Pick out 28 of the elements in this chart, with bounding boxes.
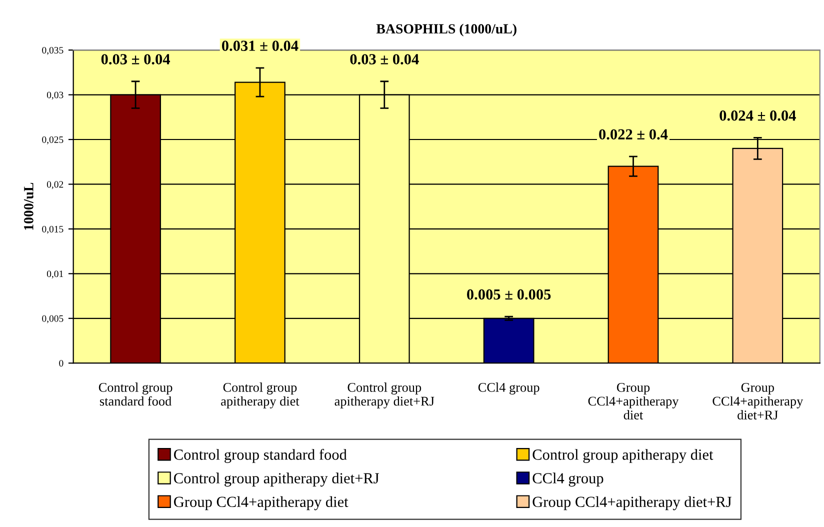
data-label: 0.005 ± 0.005: [467, 289, 551, 300]
y-tick-label: 0,03: [46, 92, 64, 100]
data-label: 0.031 ± 0.04: [222, 40, 298, 52]
legend-label: Group CCl4+apitherapy diet+RJ: [532, 496, 732, 510]
y-tick-label: 0,02: [46, 181, 64, 190]
x-tick-label: Control group apitherapy diet: [221, 382, 300, 408]
y-axis-title: 1000/uL: [24, 182, 34, 230]
data-label: 0.03 ± 0.04: [101, 54, 170, 64]
legend-label: Control group standard food: [174, 448, 347, 463]
data-label: 0.024 ± 0.04: [720, 110, 796, 121]
y-tick-label: 0,005: [42, 315, 64, 324]
y-tick-label: 0: [59, 360, 64, 367]
x-tick-label: Control group standard food: [98, 382, 172, 406]
data-label: 0.022 ± 0.4: [599, 129, 668, 140]
y-tick-label: 0,035: [42, 46, 64, 55]
y-tick-label: 0,015: [42, 226, 64, 234]
legend-label: CCl4 group: [532, 472, 604, 487]
x-tick-label: Group CCl4+apitherapy diet+RJ: [712, 382, 804, 420]
y-tick-label: 0,01: [46, 270, 64, 279]
data-label: 0.03 ± 0.04: [350, 54, 419, 64]
y-tick-label: 0,025: [42, 136, 64, 144]
chart-title: BASOPHILS (1000/uL): [376, 24, 516, 36]
x-tick-label: Group CCl4+apitherapy diet: [588, 382, 679, 420]
x-tick-label: CCl4 group: [478, 382, 540, 395]
x-tick-label: Control group apitherapy diet+RJ: [334, 382, 434, 408]
legend-label: Group CCl4+apitherapy diet: [174, 496, 348, 510]
legend-label: Control group apitherapy diet: [532, 449, 714, 463]
legend-label: Control group apitherapy diet+RJ: [174, 472, 379, 487]
